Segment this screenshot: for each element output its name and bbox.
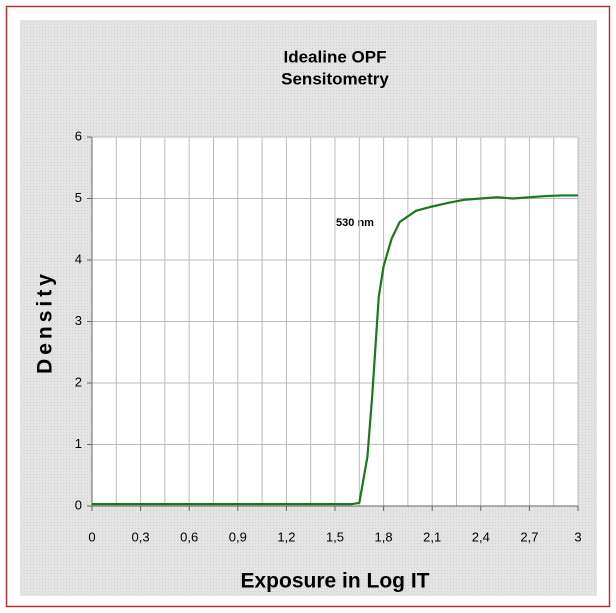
x-tick-label: 1,5 xyxy=(326,529,344,544)
x-axis-label: Exposure in Log IT xyxy=(240,570,429,593)
x-tick-label: 3 xyxy=(574,529,581,544)
x-tick-label: 1,8 xyxy=(375,529,393,544)
y-tick-label: 6 xyxy=(75,128,82,143)
chart-title: Idealine OPF xyxy=(284,47,387,66)
chart-title: Sensitometry xyxy=(281,69,389,88)
x-tick-label: 2,7 xyxy=(520,529,538,544)
y-axis-label: Density xyxy=(34,270,57,374)
y-tick-label: 0 xyxy=(75,497,82,512)
y-tick-label: 2 xyxy=(75,374,82,389)
data-line xyxy=(92,194,578,506)
x-tick-label: 0 xyxy=(88,529,95,544)
x-tick-label: 1,2 xyxy=(277,529,295,544)
y-tick-label: 1 xyxy=(75,436,82,451)
x-tick-label: 0,3 xyxy=(132,529,150,544)
x-tick-label: 0,9 xyxy=(229,529,247,544)
annotation: 530 nm xyxy=(336,217,374,229)
y-tick-label: 5 xyxy=(75,190,82,205)
x-tick-label: 2,4 xyxy=(472,529,490,544)
y-tick-label: 3 xyxy=(75,313,82,328)
x-tick-label: 0,6 xyxy=(180,529,198,544)
x-tick-label: 2,1 xyxy=(423,529,441,544)
y-tick-label: 4 xyxy=(75,251,82,266)
